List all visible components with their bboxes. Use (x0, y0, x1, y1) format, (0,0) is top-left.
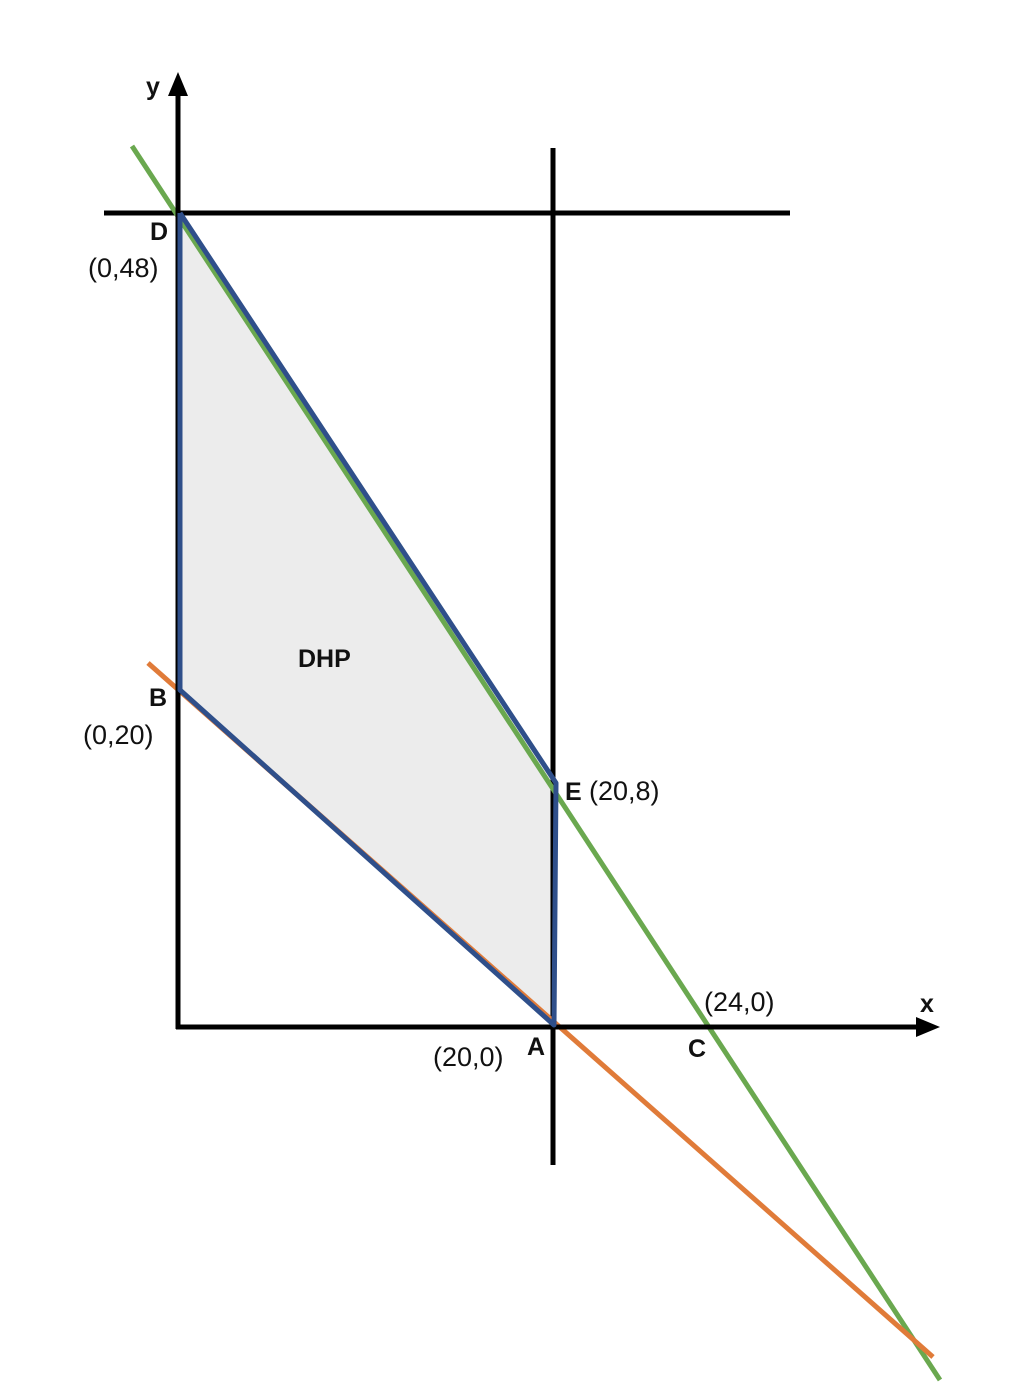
point-c-coords: (24,0) (704, 987, 775, 1017)
point-e-coords: (20,8) (589, 776, 660, 806)
x-axis-arrow (916, 1017, 940, 1037)
point-c-label: C (688, 1035, 706, 1063)
feasible-region (180, 213, 556, 1025)
feasible-region-border (177, 211, 559, 1028)
point-b-label: B (149, 684, 167, 712)
point-e-label: E (565, 778, 582, 806)
point-a-coords: (20,0) (433, 1042, 504, 1072)
point-b-coords: (0,20) (83, 720, 154, 750)
region-label: DHP (298, 645, 351, 673)
point-d-label: D (150, 218, 168, 246)
point-d-coords: (0,48) (88, 253, 159, 283)
point-a-label: A (527, 1033, 545, 1061)
y-axis-label: y (146, 73, 160, 101)
green-constraint-line (129, 144, 943, 1382)
x-axis-label: x (920, 990, 934, 1018)
y-axis-arrow (168, 72, 188, 96)
